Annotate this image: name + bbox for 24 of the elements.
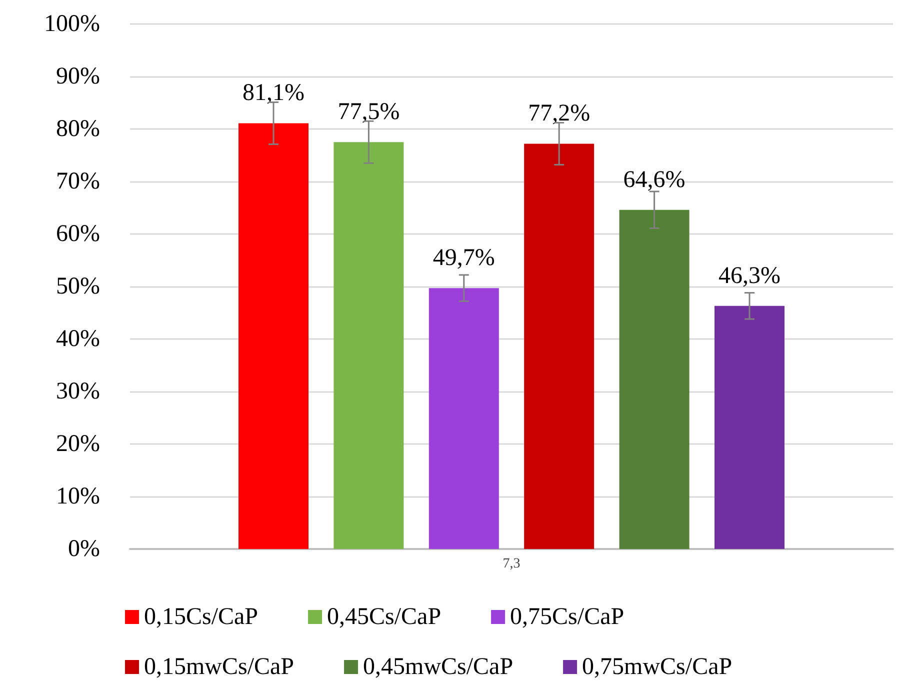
y-tick-label: 80% <box>56 116 100 142</box>
legend-label: 0,15mwCs/CaP <box>144 654 294 680</box>
y-tick-label: 0% <box>68 536 100 562</box>
data-label: 49,7% <box>432 245 495 272</box>
y-tick-label: 90% <box>56 64 100 90</box>
data-label: 46,3% <box>718 262 780 289</box>
legend-label: 0,75mwCs/CaP <box>582 654 732 680</box>
x-tick-label: 7,3 <box>502 556 520 572</box>
legend-label: 0,45Cs/CaP <box>327 604 442 630</box>
y-tick-label: 30% <box>56 378 100 404</box>
data-label: 64,6% <box>623 166 686 193</box>
y-tick-label: 50% <box>56 274 100 300</box>
data-label: 77,5% <box>338 99 400 126</box>
legend-label: 0,45mwCs/CaP <box>363 654 514 680</box>
legend-label: 0,75Cs/CaP <box>510 604 624 630</box>
data-label: 81,1% <box>242 80 304 106</box>
y-tick-label: 100% <box>44 11 100 37</box>
y-tick-label: 40% <box>56 326 100 352</box>
y-tick-label: 60% <box>56 221 100 247</box>
legend-label: 0,15Cs/CaP <box>144 604 258 630</box>
data-label: 77,2% <box>528 100 590 127</box>
y-tick-label: 10% <box>56 484 100 510</box>
y-tick-label: 70% <box>56 168 100 194</box>
y-tick-label: 20% <box>56 431 100 457</box>
